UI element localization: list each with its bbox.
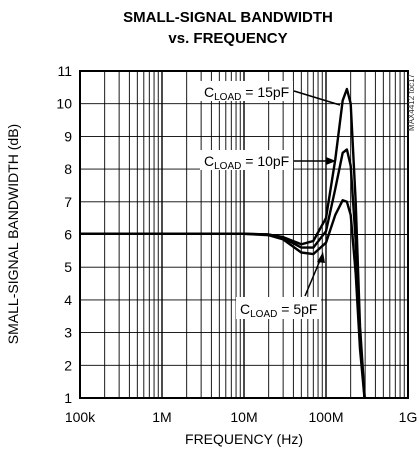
x-tick-label: 100M <box>308 409 343 425</box>
x-tick-label: 1G <box>399 409 418 425</box>
series-line-2 <box>80 199 366 399</box>
y-tick-label: 2 <box>64 357 72 373</box>
y-tick-label: 6 <box>64 227 72 243</box>
label-10pf-c: C <box>204 153 214 169</box>
y-tick-label: 5 <box>64 259 72 275</box>
series-label-15pf: CLOAD = 15pF <box>204 84 289 103</box>
series-lines <box>80 87 366 399</box>
label-10pf-sub: LOAD <box>214 161 241 172</box>
y-tick-label: 11 <box>57 63 72 79</box>
label-5pf-box <box>236 297 321 319</box>
label-15pf-sub: LOAD <box>214 92 241 103</box>
label-15pf-c: C <box>204 84 214 100</box>
label-10pf-value: = 10pF <box>241 153 289 169</box>
series-label-5pf: CLOAD = 5pF <box>240 301 317 320</box>
y-tick-label: 3 <box>64 325 72 341</box>
x-tick-label: 10M <box>230 409 257 425</box>
label-5pf-value: = 5pF <box>277 301 317 317</box>
y-tick-label: 9 <box>64 128 72 144</box>
y-tick-label: 4 <box>64 292 72 308</box>
label-10pf-box <box>200 150 293 170</box>
annotations: CLOAD = 15pF CLOAD = 10pF CLOAD = 5pF <box>200 81 341 320</box>
label-5pf-sub: LOAD <box>250 309 277 320</box>
x-tick-label: 1M <box>152 409 171 425</box>
series-label-10pf: CLOAD = 10pF <box>204 153 289 172</box>
leader-15pf <box>293 90 341 106</box>
y-tick-label: 7 <box>64 194 72 210</box>
y-tick-labels: 1 2 3 4 5 6 7 8 9 10 11 <box>56 63 72 406</box>
leader-10pf-arrowhead <box>326 157 336 165</box>
label-5pf-c: C <box>240 301 250 317</box>
label-15pf-box <box>200 81 293 101</box>
x-axis-label: FREQUENCY (Hz) <box>185 431 303 447</box>
leader-5pf-arrowhead <box>317 252 325 263</box>
y-tick-label: 10 <box>56 96 72 112</box>
x-tick-labels: 100k 1M 10M 100M 1G <box>65 409 418 425</box>
y-tick-label: 1 <box>64 390 72 406</box>
leader-5pf <box>304 257 322 297</box>
plot-frame <box>79 70 409 399</box>
chart-title-line-1: SMALL-SIGNAL BANDWIDTH <box>123 9 333 26</box>
y-tick-label: 8 <box>64 161 72 177</box>
x-tick-label: 100k <box>65 409 96 425</box>
chart-title-line-2: vs. FREQUENCY <box>168 30 287 47</box>
label-15pf-value: = 15pF <box>241 84 289 100</box>
y-axis-label: SMALL-SIGNAL BANDWIDTH (dB) <box>5 124 21 344</box>
watermark: MAX4412 toc17 <box>407 73 416 130</box>
